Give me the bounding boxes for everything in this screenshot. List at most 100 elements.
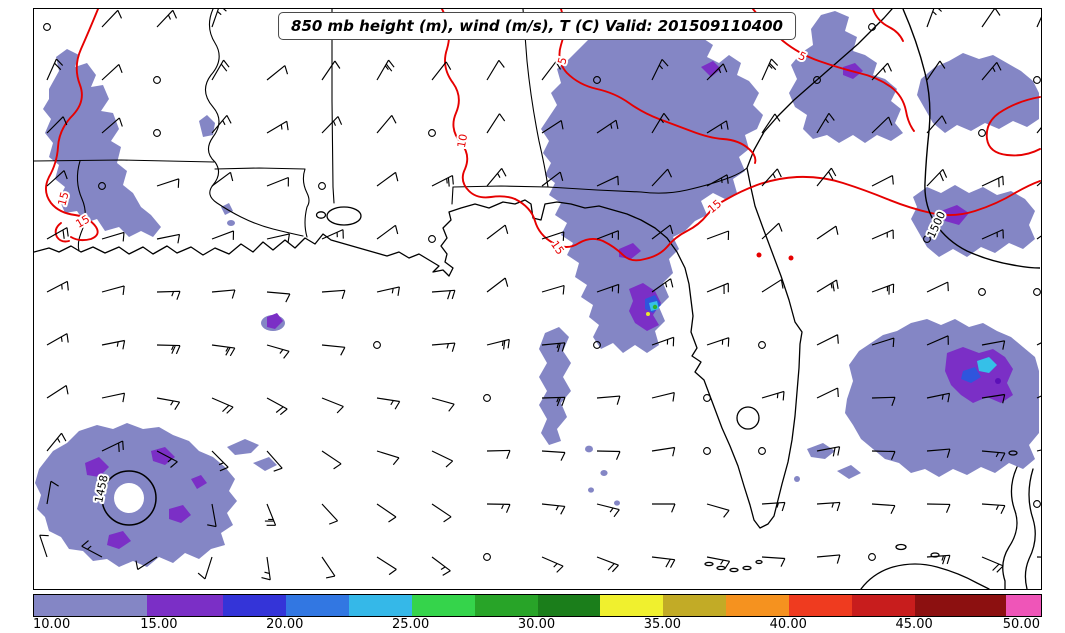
wind-barb: [321, 289, 346, 299]
wind-barb: [596, 395, 621, 405]
wind-barb: [46, 480, 59, 505]
wind-barb: [651, 112, 670, 134]
wind-barb: [156, 344, 181, 355]
wind-barb: [871, 503, 896, 514]
shade-streak: [807, 443, 835, 459]
contour-label: 15: [55, 190, 71, 207]
wind-barb: [39, 534, 49, 558]
wind-barb: [596, 556, 619, 573]
map-plot-area: 15 15 10 5 5 15 15 1458 1500 850 mb height (m), …: [33, 8, 1042, 590]
temp-contour: [45, 9, 99, 242]
state-border-louisiana-mississippi: [214, 167, 310, 238]
wind-barb: [926, 115, 947, 134]
wind-barb: [211, 344, 236, 357]
state-border-texas-louisiana: [76, 160, 86, 252]
calm-wind-circle: [923, 235, 931, 243]
wind-barb: [211, 59, 230, 81]
shade-region-rightedge: [911, 185, 1035, 257]
wind-barb: [926, 503, 951, 513]
wind-barb: [926, 554, 951, 565]
wind-barb: [486, 503, 511, 513]
colorbar-segment: [147, 595, 223, 616]
wind-barb: [981, 340, 1006, 350]
calm-wind-circle: [318, 182, 326, 190]
wind-barb: [101, 285, 125, 295]
wind-barb: [431, 342, 456, 352]
calm-wind-circle: [428, 129, 436, 137]
storm-eye: [114, 483, 144, 513]
wind-barb: [871, 62, 893, 81]
wind-barb: [156, 9, 178, 28]
wind-barb: [981, 393, 1006, 404]
atlantic-purple-dot: [995, 378, 1001, 384]
wind-barb: [376, 503, 397, 523]
wind-barb: [541, 61, 561, 81]
calm-wind-circle: [373, 341, 381, 349]
wind-barb: [431, 397, 455, 412]
wind-barb: [1036, 395, 1041, 399]
wind-barb: [871, 283, 895, 295]
wind-barb: [376, 450, 400, 466]
colorbar-segment: [34, 595, 148, 616]
wind-barb: [81, 540, 103, 558]
wind-barb: [321, 116, 343, 134]
wind-barb: [541, 503, 566, 515]
wind-barb: [321, 60, 341, 81]
colorbar-tick-label: 20.00: [266, 617, 304, 632]
contour-label: 10: [455, 133, 470, 149]
wind-barb: [376, 115, 397, 134]
calm-wind-circle: [593, 76, 601, 84]
wind-barb: [596, 283, 620, 294]
colorbar-tick-label: 45.00: [895, 617, 933, 632]
wind-barb: [156, 233, 181, 244]
wind-barb: [266, 65, 289, 81]
wind-barb: [816, 554, 841, 564]
wind-barb: [46, 333, 69, 346]
lake-okeechobee: [736, 406, 760, 430]
wind-barb: [541, 556, 564, 573]
shade-region-corner: [917, 53, 1039, 133]
wind-barb: [706, 230, 730, 241]
reflectivity-colorbar: [33, 594, 1042, 617]
wind-barb: [706, 282, 729, 295]
wind-barb: [596, 450, 621, 460]
island: [1008, 450, 1018, 456]
wind-barb: [264, 503, 277, 526]
wind-barb: [761, 390, 785, 401]
shade-streak: [227, 439, 259, 455]
shade-streak: [837, 465, 861, 479]
calm-wind-circle: [813, 76, 821, 84]
temp-contour: [558, 9, 757, 164]
wind-barb: [651, 392, 675, 402]
shade-region-arkansas: [43, 49, 161, 237]
calm-wind-circle: [1033, 288, 1041, 296]
wind-barb: [431, 174, 454, 187]
shade-speck: [794, 476, 800, 482]
colorbar-tick-label: 40.00: [769, 617, 807, 632]
wind-barb: [46, 432, 67, 452]
temp-contour: [514, 175, 1041, 262]
colorbar-segment: [537, 595, 601, 616]
colorbar-segment: [600, 595, 664, 616]
bahamas-bank-east: [1024, 468, 1036, 589]
wind-barb: [1036, 449, 1041, 452]
wind-barb: [926, 335, 949, 346]
wind-barb: [816, 279, 839, 293]
wind-barb: [1036, 16, 1041, 28]
wind-barb: [651, 336, 675, 347]
wind-barb: [1036, 181, 1041, 187]
state-border-florida-georgia: [452, 167, 748, 194]
wind-barb: [101, 392, 126, 403]
wind-barb: [596, 119, 619, 134]
wind-barb: [816, 112, 835, 134]
wind-barb: [761, 501, 786, 512]
wind-barb: [46, 170, 68, 187]
colorbar-tick-label: 15.00: [140, 617, 178, 632]
wind-barb: [266, 120, 289, 134]
wind-barb: [266, 176, 289, 187]
wind-barb: [926, 448, 951, 458]
calm-wind-circle: [153, 129, 161, 137]
wind-barb: [46, 385, 69, 399]
wind-barb: [761, 58, 779, 81]
colorbar-segment: [852, 595, 916, 616]
